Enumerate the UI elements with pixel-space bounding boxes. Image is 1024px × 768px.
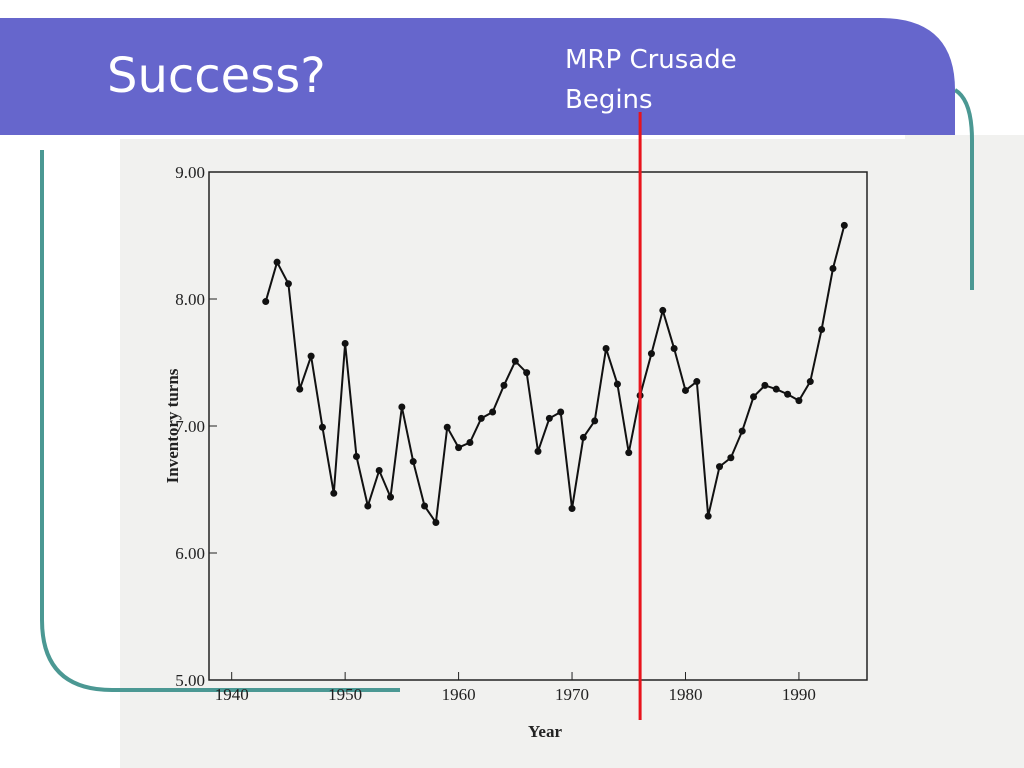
annotation-text: MRP Crusade Begins [565, 45, 737, 115]
series-point [602, 345, 610, 353]
x-tick-label: 1970 [555, 685, 589, 704]
slide-title: Success? [107, 48, 326, 104]
series-point [784, 390, 792, 398]
series-point [443, 423, 451, 431]
series-point [806, 378, 814, 386]
x-tick-label: 1950 [328, 685, 362, 704]
series-point [375, 466, 383, 474]
series-point [364, 502, 372, 510]
series-point [307, 352, 315, 360]
series-point [534, 447, 542, 455]
series-point [341, 339, 349, 347]
x-tick-label: 1980 [668, 685, 702, 704]
series-point [318, 423, 326, 431]
series-point [772, 385, 780, 393]
series-point [273, 258, 281, 266]
series-point [296, 385, 304, 393]
series-point [579, 433, 587, 441]
title-bar [0, 18, 955, 135]
series-point [557, 408, 565, 416]
series-point [670, 345, 678, 353]
series-point [500, 381, 508, 389]
series-point [398, 403, 406, 411]
y-tick-label: 7.00 [175, 417, 205, 436]
series-point [545, 414, 553, 422]
series-point [647, 350, 655, 358]
y-tick-label: 8.00 [175, 290, 205, 309]
series-point [421, 502, 429, 510]
y-axis-label: Inventory turns [163, 368, 182, 483]
series-point [387, 493, 395, 501]
series-point [795, 397, 803, 405]
series-point [511, 357, 519, 365]
series-point [659, 306, 667, 314]
series-point [704, 512, 712, 520]
series-point [693, 378, 701, 386]
x-tick-label: 1960 [442, 685, 476, 704]
title-bar-edge [0, 135, 905, 139]
annotation-box: MRP Crusade Begins [565, 45, 737, 115]
series-point [455, 444, 463, 452]
series-point [523, 369, 531, 377]
series-point [738, 427, 746, 435]
series-point [489, 408, 497, 416]
series-point [829, 265, 837, 273]
y-tick-label: 6.00 [175, 544, 205, 563]
series-point [750, 393, 758, 401]
series-point [409, 458, 417, 466]
series-point [840, 221, 848, 229]
series-point [466, 439, 474, 447]
series-point [591, 417, 599, 425]
series-point [818, 325, 826, 333]
x-axis-label: Year [528, 722, 562, 741]
series-point [284, 280, 292, 288]
y-tick-label: 5.00 [175, 671, 205, 690]
series-point [727, 454, 735, 462]
series-point [262, 298, 270, 306]
decor-curve-left [40, 150, 400, 692]
series-point [477, 414, 485, 422]
series-point [330, 489, 338, 497]
series-point [613, 380, 621, 388]
x-tick-label: 1940 [215, 685, 249, 704]
series-point [432, 519, 440, 527]
series-point [568, 505, 576, 513]
series-point [716, 463, 724, 471]
y-tick-label: 9.00 [175, 163, 205, 182]
series-point [681, 386, 689, 394]
series-point [761, 381, 769, 389]
x-tick-label: 1990 [782, 685, 816, 704]
scan-background [120, 135, 1024, 768]
series-line [264, 225, 846, 526]
series-point [625, 449, 633, 457]
series-point [352, 452, 360, 460]
decor-curve-right [953, 88, 974, 290]
